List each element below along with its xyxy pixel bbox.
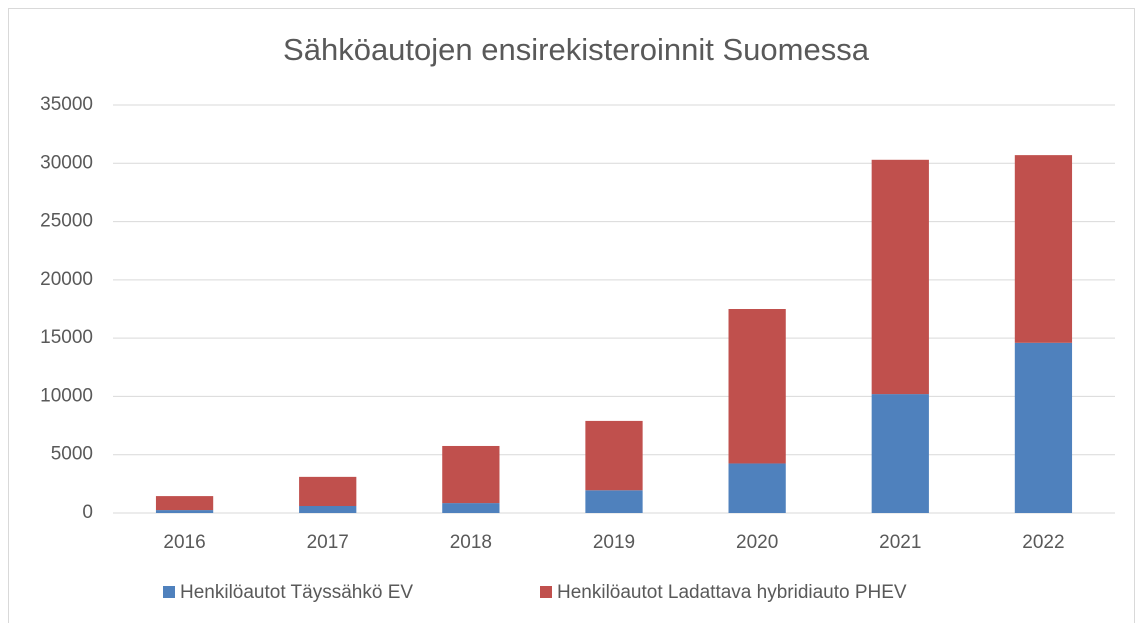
bar-segment	[442, 503, 500, 513]
x-tick-label: 2021	[879, 532, 921, 553]
y-tick-label: 20000	[40, 269, 93, 290]
bar-segment	[442, 445, 500, 504]
legend-label: Henkilöautot Täyssähkö EV	[180, 582, 413, 603]
y-tick-label: 0	[82, 502, 93, 523]
y-tick-label: 5000	[51, 444, 93, 465]
legend-swatch	[163, 586, 175, 598]
bar-segment	[299, 476, 357, 507]
bar-segment	[155, 496, 214, 511]
legend-swatch	[540, 586, 552, 598]
bar-segment	[728, 463, 786, 513]
bar-segment	[1014, 155, 1073, 343]
y-tick-label: 25000	[40, 211, 93, 232]
y-tick-label: 15000	[40, 327, 93, 348]
y-tick-label: 30000	[40, 152, 93, 173]
x-tick-label: 2016	[163, 532, 205, 553]
chart-border	[8, 8, 1135, 623]
y-tick-label: 35000	[40, 94, 93, 115]
bar-segment	[155, 510, 214, 513]
legend-label: Henkilöautot Ladattava hybridiauto PHEV	[557, 582, 907, 603]
x-tick-label: 2022	[1022, 532, 1064, 553]
x-tick-label: 2020	[736, 532, 778, 553]
y-tick-label: 10000	[40, 385, 93, 406]
bar-segment	[299, 506, 357, 513]
bar-segment	[728, 309, 786, 464]
x-tick-label: 2018	[450, 532, 492, 553]
x-tick-label: 2017	[307, 532, 349, 553]
bar-segment	[585, 420, 643, 491]
chart-title: Sähköautojen ensirekisteroinnit Suomessa	[283, 32, 870, 67]
bar-segment	[871, 394, 929, 513]
bar-segment	[871, 159, 929, 395]
bar-segment	[1014, 342, 1073, 513]
x-tick-label: 2019	[593, 532, 635, 553]
bar-segment	[585, 490, 643, 513]
